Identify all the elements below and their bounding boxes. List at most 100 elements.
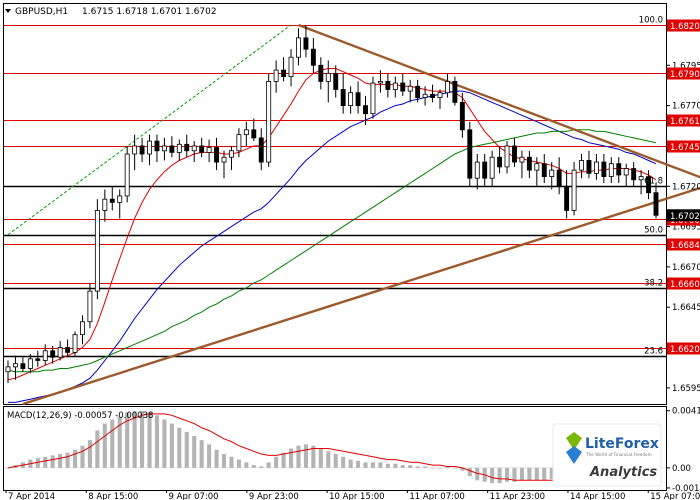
logo-mark-icon xyxy=(566,432,582,450)
fib-label-7: 50.0 xyxy=(644,226,663,236)
candle-body-83 xyxy=(623,168,629,176)
level-tag-2: 1.6761 xyxy=(670,117,700,127)
macd-bar-47 xyxy=(356,460,361,468)
macd-bar-31 xyxy=(236,459,241,468)
candle-57 xyxy=(430,84,436,103)
candle-51 xyxy=(385,73,391,98)
time-axis: 7 Apr 2014 8 Apr 15:00 9 Apr 07:00 9 Apr 23… xyxy=(5,490,700,500)
candle-10 xyxy=(80,315,85,345)
candle-body-86 xyxy=(646,176,651,194)
macd-bar-36 xyxy=(274,456,279,468)
candle-84 xyxy=(631,162,637,187)
logo-product: Analytics xyxy=(589,465,657,480)
candle-49 xyxy=(370,76,376,119)
macd-bar-14 xyxy=(110,419,115,468)
candle-44 xyxy=(333,65,339,98)
chart-header: GBPUSD,H1 1.6715 1.6718 1.6701 1.6702 xyxy=(5,7,217,17)
level-tag-6: 1.6684 xyxy=(670,241,700,251)
price-tick-2: 1.6770 xyxy=(672,102,700,112)
candle-body-19 xyxy=(147,140,152,155)
moving-average-0 xyxy=(7,68,657,381)
candle-body-45 xyxy=(340,89,346,107)
candle-body-18 xyxy=(139,145,145,155)
candle-70 xyxy=(526,150,532,179)
candle-14 xyxy=(109,186,115,211)
candle-43 xyxy=(325,60,331,103)
candle-body-65 xyxy=(489,156,495,179)
candle-59 xyxy=(444,73,450,98)
collapse-triangle-icon xyxy=(5,9,11,13)
candle-body-53 xyxy=(400,82,406,92)
candle-body-33 xyxy=(251,129,257,139)
moving-averages xyxy=(7,68,657,403)
macd-bar-17 xyxy=(132,411,137,468)
macd-bar-49 xyxy=(370,462,376,468)
candle-body-48 xyxy=(363,105,368,115)
candle-82 xyxy=(616,157,622,184)
candle-27 xyxy=(206,139,212,163)
candle-body-74 xyxy=(556,169,562,187)
candle-body-70 xyxy=(526,156,532,171)
macd-bar-52 xyxy=(393,463,398,468)
candle-68 xyxy=(512,137,517,167)
candle-77 xyxy=(579,154,584,179)
macd-bar-59 xyxy=(445,466,450,468)
candle-body-46 xyxy=(348,92,354,107)
level-tag-bg-2 xyxy=(667,114,700,127)
macd-histogram xyxy=(4,411,666,484)
candle-body-56 xyxy=(422,93,428,98)
candle-body-27 xyxy=(206,147,212,153)
candle-body-6 xyxy=(50,350,56,358)
candle-body-41 xyxy=(310,48,316,66)
candle-body-8 xyxy=(65,347,71,353)
candle-body-50 xyxy=(377,81,383,84)
candle-body-3 xyxy=(27,358,33,369)
candle-18 xyxy=(139,137,145,163)
macd-bar-69 xyxy=(519,467,524,481)
candle-body-2 xyxy=(20,363,26,369)
time-tick-3: 9 Apr 23:00 xyxy=(249,492,299,500)
candle-50 xyxy=(377,70,383,93)
candle-5 xyxy=(42,344,48,366)
macd-bar-23 xyxy=(177,427,182,468)
candle-72 xyxy=(541,154,547,184)
candle-body-34 xyxy=(258,137,264,163)
level-price-tags: 1.68201.67901.67611.67451.67001.66841.66… xyxy=(667,19,700,355)
candle-body-12 xyxy=(94,210,100,292)
candle-body-87 xyxy=(653,192,659,216)
macd-bar-54 xyxy=(408,465,413,468)
candle-body-76 xyxy=(571,169,577,211)
macd-bar-40 xyxy=(303,444,308,468)
candle-7 xyxy=(57,341,63,361)
candle-4 xyxy=(35,350,41,367)
candle-body-21 xyxy=(161,145,167,152)
candle-body-42 xyxy=(318,64,324,82)
level-tag-bg-1 xyxy=(667,67,700,80)
main-plot-frame xyxy=(3,3,667,405)
macd-signal-polyline xyxy=(7,413,656,481)
macd-bar-20 xyxy=(154,415,160,468)
macd-axis: 0.00413 0.00 -0.00145 xyxy=(666,407,700,494)
price-tick-1: 1.6795 xyxy=(672,61,700,71)
moving-average-2 xyxy=(7,129,657,373)
candle-42 xyxy=(318,57,324,90)
candle-1 xyxy=(12,355,18,380)
candle-62 xyxy=(467,121,473,187)
macd-bar-29 xyxy=(221,454,227,468)
macd-bar-46 xyxy=(348,459,353,468)
macd-bar-41 xyxy=(311,445,316,468)
macd-tick-0: 0.00413 xyxy=(672,407,700,417)
macd-bar-27 xyxy=(207,444,212,468)
candles xyxy=(5,24,659,384)
macd-bar-67 xyxy=(504,467,510,482)
fib-label-9: 38.2 xyxy=(644,279,663,289)
price-tick-5: 1.6695 xyxy=(672,223,700,233)
candle-37 xyxy=(281,57,287,82)
level-tag-1: 1.6790 xyxy=(670,70,700,80)
candle-body-47 xyxy=(355,92,361,107)
candle-body-9 xyxy=(72,334,78,353)
candle-53 xyxy=(400,73,406,96)
candle-69 xyxy=(519,150,525,179)
candle-71 xyxy=(534,157,540,187)
candle-body-44 xyxy=(333,72,339,90)
